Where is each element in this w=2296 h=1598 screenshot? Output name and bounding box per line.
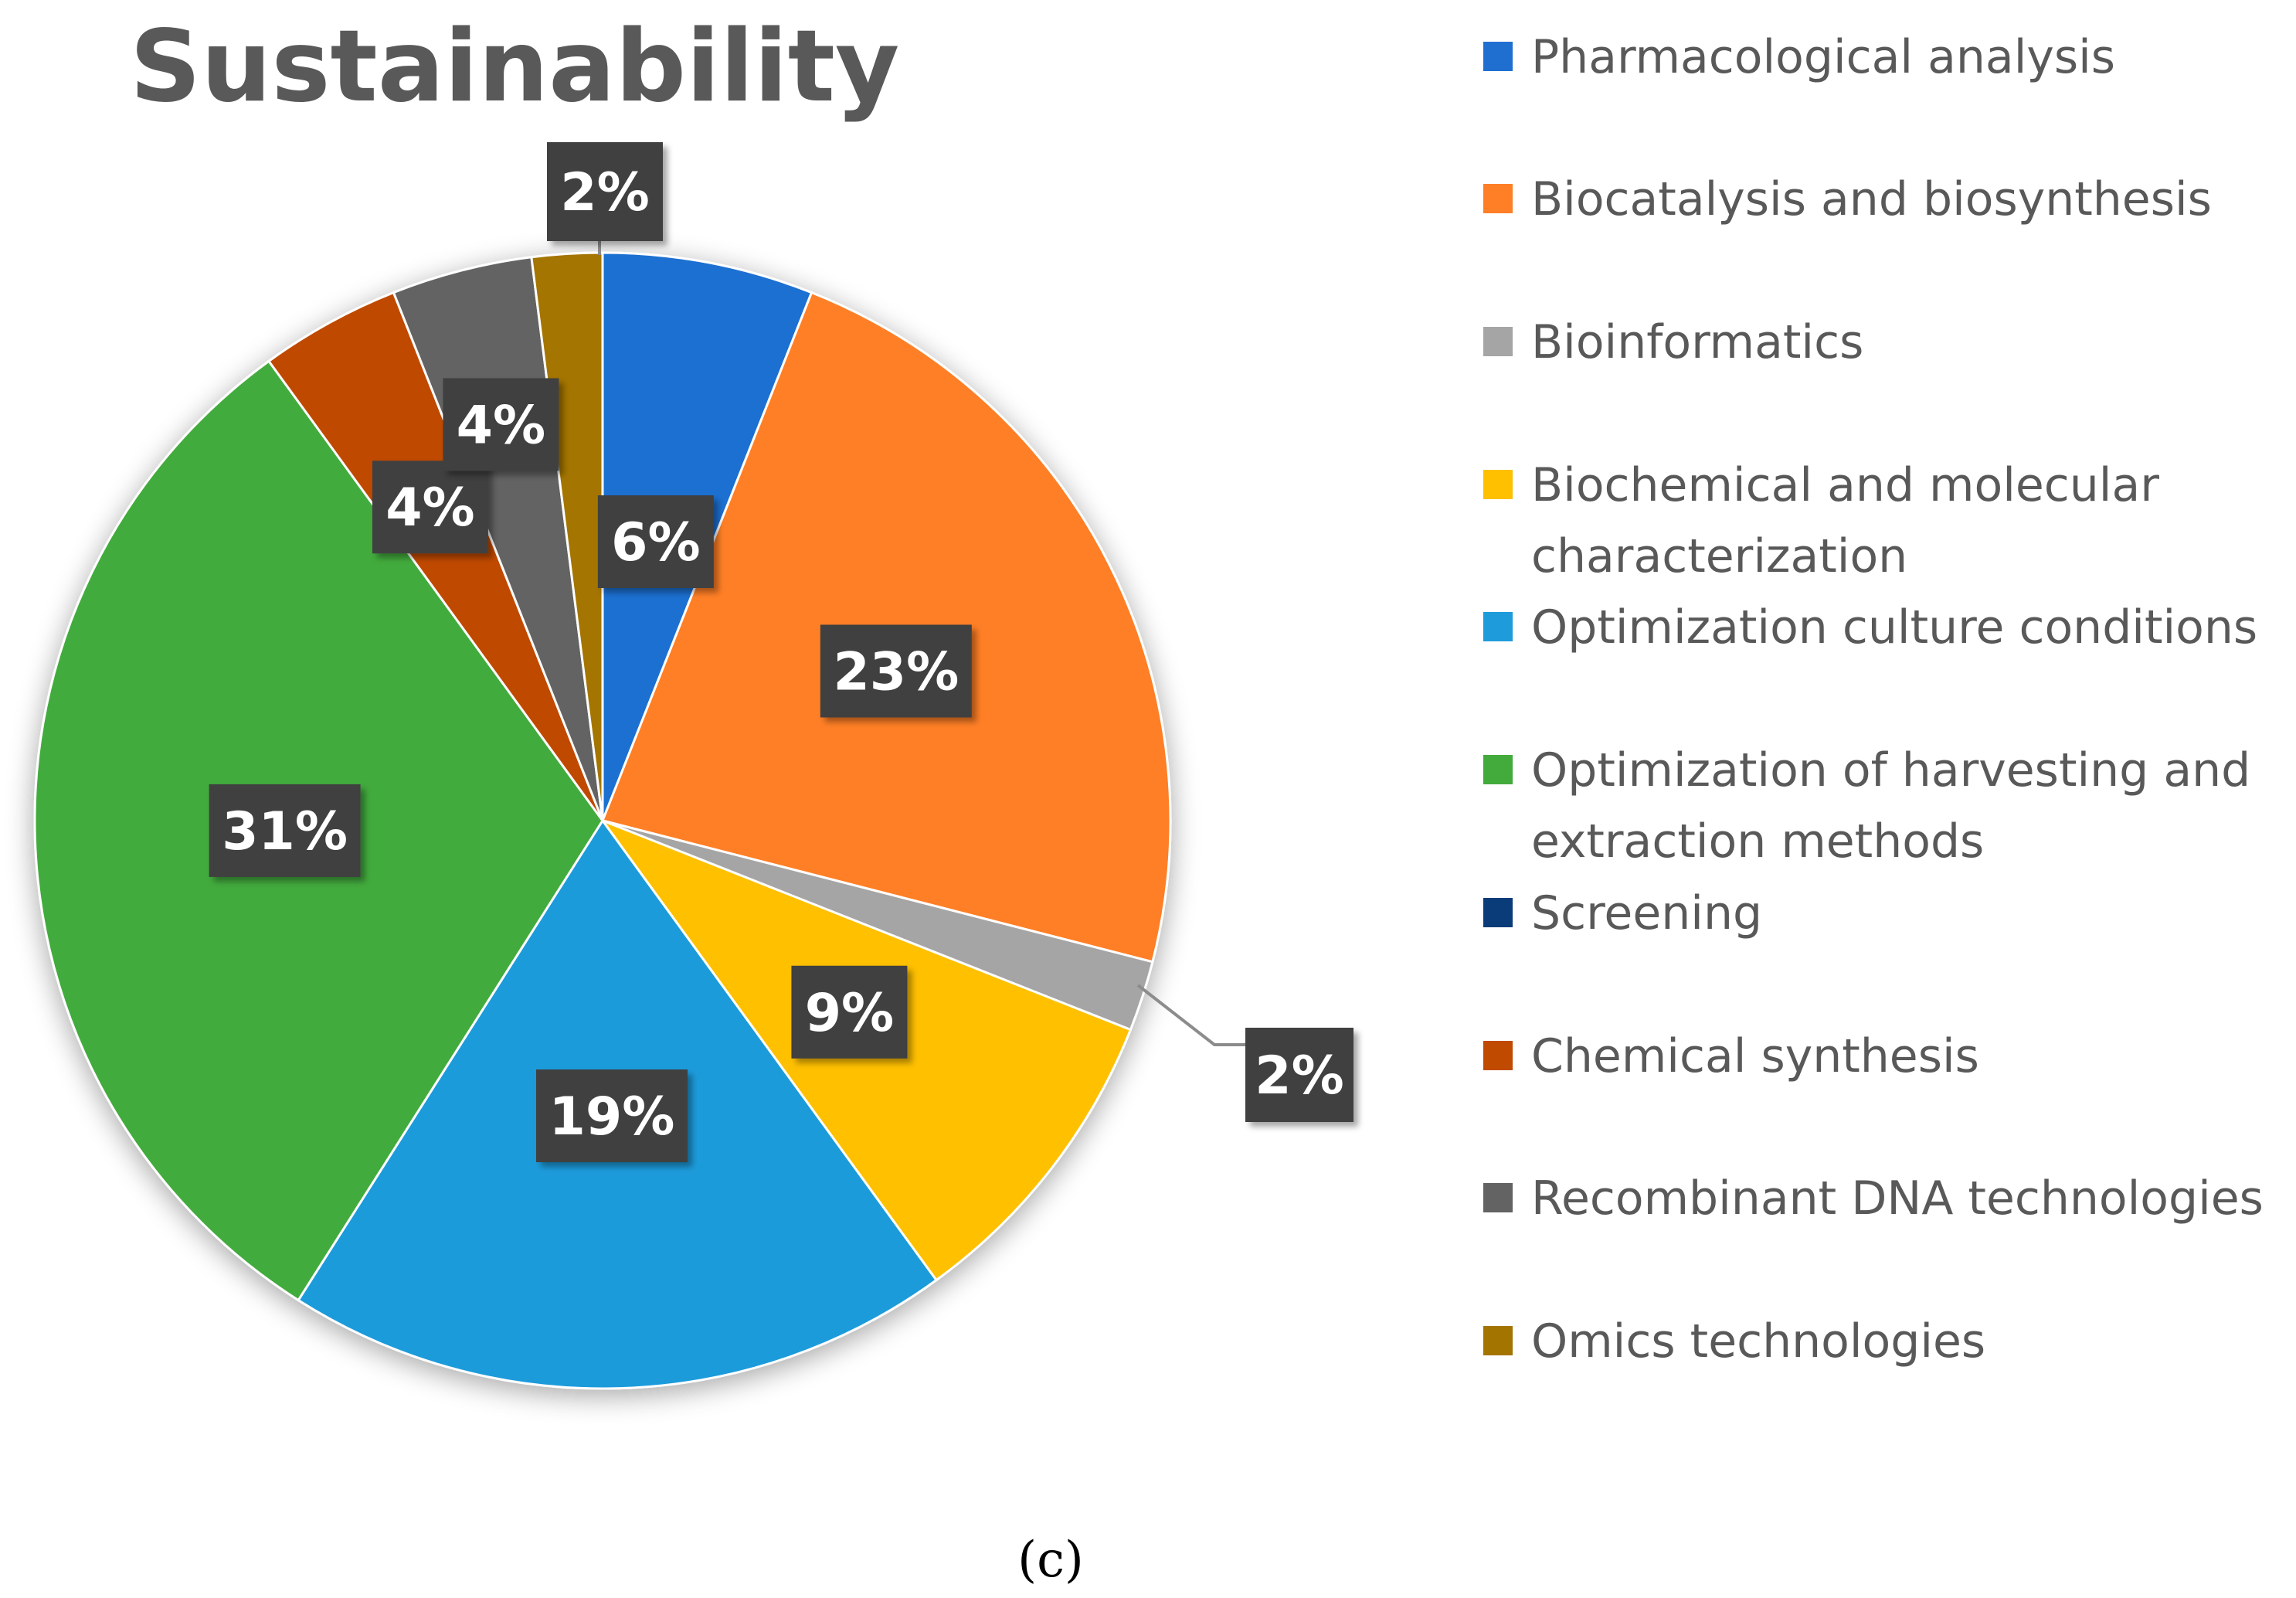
legend-swatch (1483, 327, 1513, 356)
legend-swatch (1483, 755, 1513, 784)
legend-swatch (1483, 1183, 1513, 1212)
leader-lines (598, 241, 1245, 1046)
legend-swatch (1483, 898, 1513, 927)
data-label-box (209, 784, 361, 877)
legend-label: Bioinformatics (1531, 315, 1863, 369)
data-label-box (443, 378, 559, 471)
data-labels: 6% 23% 2% 9% 19% 31% 4% 4% 2% (209, 142, 1353, 1163)
legend-item-recombinant-dna-technologies: Recombinant DNA technologies (1483, 1171, 2264, 1226)
legend-item-optimization-culture-conditions: Optimization culture conditions (1483, 600, 2257, 654)
legend-item-biocatalysis-and-biosynthesis: Biocatalysis and biosynthesis (1483, 172, 2212, 226)
data-label-text: 4% (385, 478, 474, 539)
data-label-text: 6% (611, 512, 700, 573)
data-label-box (1245, 1028, 1353, 1122)
data-label-omics-technologies: 2% (547, 142, 663, 241)
legend-label: Pharmacological analysis (1531, 30, 2115, 84)
legend-item-screening: Screening (1483, 886, 1762, 940)
data-label-box (820, 624, 972, 718)
chart-title: Sustainability (130, 9, 899, 124)
legend-swatch (1483, 1326, 1513, 1355)
legend-label: Omics technologies (1531, 1314, 1985, 1368)
legend-item-biochemical-and-molecular-characterization: Biochemical and molecular characterizatio… (1483, 458, 2159, 583)
legend-item-pharmacological-analysis: Pharmacological analysis (1483, 30, 2115, 84)
data-label-chemical-synthesis: 4% (372, 461, 488, 554)
legend-item-bioinformatics: Bioinformatics (1483, 315, 1863, 369)
data-label-box (547, 142, 663, 241)
data-label-text: 4% (457, 395, 545, 456)
legend-label: Optimization culture conditions (1531, 600, 2257, 654)
legend-label: Biochemical and molecular (1531, 458, 2159, 512)
data-label-text: 2% (560, 162, 649, 223)
data-label-pharmacological-analysis: 6% (597, 495, 714, 589)
legend-label: characterization (1531, 529, 1907, 583)
data-label-recombinant-dna-technologies: 4% (443, 378, 559, 471)
legend-label: Optimization of harvesting and (1531, 743, 2250, 797)
legend-item-chemical-synthesis: Chemical synthesis (1483, 1029, 1979, 1083)
legend-swatch (1483, 470, 1513, 499)
data-label-bioinformatics: 2% (1245, 1028, 1353, 1122)
data-label-optimization-of-harvesting-and-extraction-methods: 31% (209, 784, 361, 877)
data-label-text: 23% (833, 641, 959, 702)
pie-slices (33, 251, 1172, 1390)
data-label-biocatalysis-and-biosynthesis: 23% (820, 624, 972, 718)
data-label-box (791, 965, 908, 1059)
legend-label: extraction methods (1531, 814, 1984, 869)
legend-label: Screening (1531, 886, 1762, 940)
data-label-text: 19% (549, 1086, 675, 1148)
legend-swatch (1483, 42, 1513, 71)
slice-chemical-synthesis (267, 291, 604, 821)
legend-label: Chemical synthesis (1531, 1029, 1979, 1083)
legend-swatch (1483, 184, 1513, 213)
legend-swatch (1483, 1041, 1513, 1070)
legend-item-omics-technologies: Omics technologies (1483, 1314, 1985, 1368)
legend: Pharmacological analysis Biocatalysis and… (1483, 30, 2264, 1368)
data-label-text: 9% (805, 983, 894, 1044)
legend-label: Biocatalysis and biosynthesis (1531, 172, 2212, 226)
leader-line-bioinformatics (1136, 984, 1245, 1046)
data-label-optimization-culture-conditions: 19% (536, 1069, 688, 1163)
data-label-box (597, 495, 714, 589)
data-label-biochemical-and-molecular-characterization: 9% (791, 965, 908, 1059)
data-label-text: 31% (222, 801, 348, 862)
figure-caption: (c) (1017, 1532, 1084, 1589)
data-label-box (372, 461, 488, 554)
legend-item-optimization-of-harvesting-and-extraction-methods: Optimization of harvesting and extraction… (1483, 743, 2250, 869)
data-label-box (536, 1069, 688, 1163)
legend-swatch (1483, 612, 1513, 641)
data-label-text: 2% (1255, 1046, 1343, 1107)
legend-label: Recombinant DNA technologies (1531, 1171, 2264, 1226)
